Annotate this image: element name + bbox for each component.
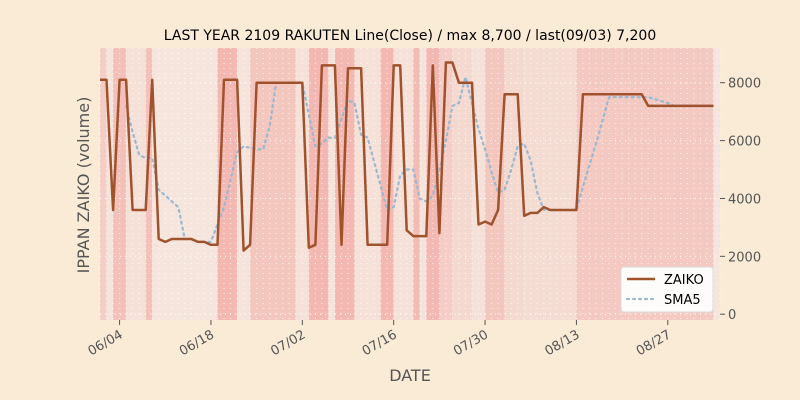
y-tick-label: 4000 xyxy=(728,192,761,207)
chart-title: LAST YEAR 2109 RAKUTEN Line(Close) / max… xyxy=(164,28,656,44)
series-line-zaiko xyxy=(100,61,714,252)
x-axis-label: DATE xyxy=(389,366,431,385)
legend-label-sma5: SMA5 xyxy=(664,293,701,308)
background-band xyxy=(713,48,720,320)
y-tick-label: 6000 xyxy=(728,135,761,150)
background-band xyxy=(100,48,107,320)
y-axis-label: IPPAN ZAIKO (volume) xyxy=(74,97,93,274)
background-band xyxy=(452,48,472,320)
legend: ZAIKO SMA5 xyxy=(620,266,714,313)
legend-label-zaiko: ZAIKO xyxy=(664,273,704,288)
background-band xyxy=(328,48,335,320)
y-axis-ticks: 0 2000 4000 6000 8000 xyxy=(720,77,761,323)
grid xyxy=(99,48,721,320)
y-tick-label: 0 xyxy=(728,308,736,323)
y-tick-label: 2000 xyxy=(728,250,761,265)
background-band xyxy=(393,48,414,320)
background-band xyxy=(126,48,146,320)
background-band xyxy=(250,48,296,320)
background-band xyxy=(413,48,420,320)
background-band xyxy=(419,48,427,320)
background-band xyxy=(145,48,153,320)
y-tick-label: 8000 xyxy=(728,77,761,92)
background-band xyxy=(106,48,114,320)
series-lines xyxy=(100,61,715,252)
